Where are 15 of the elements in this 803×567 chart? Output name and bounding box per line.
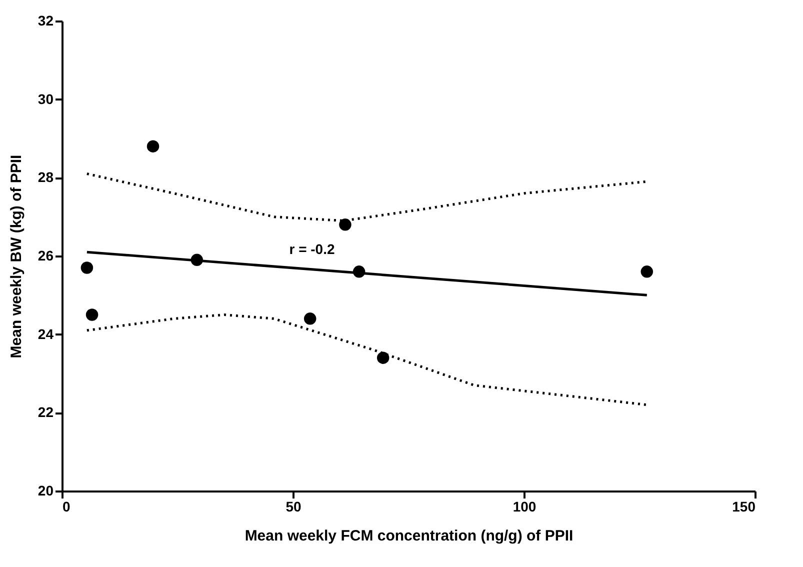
- y-tick-label: 30: [38, 90, 54, 107]
- y-tick-label: 32: [38, 12, 54, 28]
- annotation: r = -0.2: [289, 241, 335, 257]
- x-tick-label: 50: [286, 498, 302, 514]
- y-tick-label: 20: [38, 482, 54, 498]
- y-tick-label: 22: [38, 404, 54, 420]
- x-axis-title: Mean weekly FCM concentration (ng/g) of PPII: [244, 528, 574, 544]
- x-tick-label: 100: [512, 498, 536, 514]
- x-tick-label: 150: [732, 498, 756, 514]
- line-series: [86, 314, 648, 406]
- y-tick-label: 26: [38, 248, 54, 264]
- y-axis-title: Mean weekly BW (kg) of PPII: [8, 154, 25, 358]
- y-tick-label: 24: [38, 326, 54, 342]
- x-tick-label: 0: [62, 498, 70, 514]
- y-tick-label: 28: [38, 169, 54, 186]
